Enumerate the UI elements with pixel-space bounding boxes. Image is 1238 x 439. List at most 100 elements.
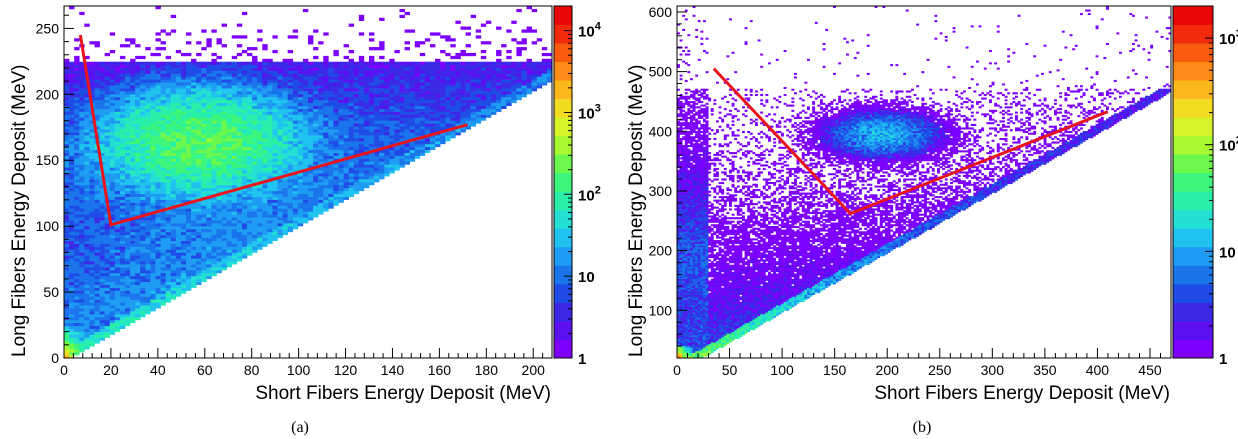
heatmap-cell xyxy=(89,214,95,218)
heatmap-cell xyxy=(302,117,309,121)
heatmap-cell xyxy=(394,140,400,145)
heatmap-cell xyxy=(206,208,212,212)
heatmap-cell xyxy=(165,120,172,124)
heatmap-cell xyxy=(257,208,263,212)
heatmap-cell xyxy=(175,267,182,271)
heatmap-cell xyxy=(272,234,278,239)
heatmap-cell xyxy=(170,296,177,300)
heatmap-cell xyxy=(155,205,161,209)
heatmap-cell xyxy=(74,182,80,186)
heatmap-cell xyxy=(389,70,395,74)
heatmap-cell xyxy=(150,252,156,256)
heatmap-cell xyxy=(114,264,121,268)
heatmap-cell xyxy=(84,270,90,274)
heatmap-cell xyxy=(94,211,100,215)
heatmap-cell xyxy=(104,334,111,338)
heatmap-cell xyxy=(84,199,90,203)
heatmap-cell xyxy=(145,228,151,233)
heatmap-cell xyxy=(226,196,233,200)
heatmap-cell xyxy=(155,143,161,148)
heatmap-cell xyxy=(211,70,217,74)
heatmap-cell xyxy=(79,334,85,338)
heatmap-cell xyxy=(170,96,177,101)
heatmap-cell xyxy=(119,158,126,162)
heatmap-cell xyxy=(394,76,400,80)
heatmap-cell xyxy=(79,346,85,350)
heatmap-cell xyxy=(308,61,314,65)
heatmap-cell xyxy=(109,255,116,259)
heatmap-cell xyxy=(186,67,192,71)
heatmap-cell xyxy=(399,85,405,89)
heatmap-cell xyxy=(140,67,146,71)
heatmap-cell xyxy=(323,126,329,130)
heatmap-cell xyxy=(155,123,161,127)
heatmap-cell xyxy=(201,264,207,268)
heatmap-cell xyxy=(186,135,192,139)
heatmap-cell xyxy=(74,261,80,265)
heatmap-cell xyxy=(69,314,75,318)
heatmap-cell xyxy=(175,220,182,224)
heatmap-cell xyxy=(404,61,410,65)
heatmap-cell xyxy=(165,272,172,277)
heatmap-cell xyxy=(287,140,294,145)
heatmap-cell xyxy=(409,96,416,101)
heatmap-cell xyxy=(84,23,90,27)
heatmap-cell xyxy=(84,343,90,347)
heatmap-cell xyxy=(191,202,197,206)
heatmap-cell xyxy=(155,135,161,139)
heatmap-cell xyxy=(287,114,294,118)
heatmap-cell xyxy=(257,117,263,121)
heatmap-cell xyxy=(135,111,141,115)
heatmap-cell xyxy=(160,270,166,274)
heatmap-cell xyxy=(175,217,182,221)
heatmap-cell xyxy=(99,143,105,148)
heatmap-cell xyxy=(282,182,288,186)
heatmap-cell xyxy=(241,152,248,156)
heatmap-cell xyxy=(206,275,212,280)
heatmap-cell xyxy=(374,158,380,162)
heatmap-cell xyxy=(119,249,126,253)
heatmap-cell xyxy=(353,102,360,107)
heatmap-cell xyxy=(89,73,95,77)
heatmap-cell xyxy=(348,164,355,168)
heatmap-cell xyxy=(165,182,172,186)
heatmap-cell xyxy=(130,126,136,130)
heatmap-cell xyxy=(140,196,146,200)
heatmap-cell xyxy=(318,123,324,127)
heatmap-cell xyxy=(257,196,263,200)
heatmap-cell xyxy=(135,308,141,312)
heatmap-cell xyxy=(150,275,156,280)
heatmap-cell xyxy=(308,190,314,195)
heatmap-cell xyxy=(348,143,355,148)
heatmap-cell xyxy=(155,302,161,306)
heatmap-cell xyxy=(358,114,365,118)
heatmap-cell xyxy=(109,91,116,95)
heatmap-cell xyxy=(150,73,156,77)
heatmap-cell xyxy=(89,322,95,327)
heatmap-cell xyxy=(89,255,95,259)
heatmap-cell xyxy=(130,261,136,265)
heatmap-cell xyxy=(241,50,248,54)
heatmap-cell xyxy=(384,158,390,162)
heatmap-cell xyxy=(104,108,111,112)
heatmap-cell xyxy=(69,135,75,139)
heatmap-cell xyxy=(196,140,202,145)
heatmap-cell xyxy=(409,132,416,136)
heatmap-cell xyxy=(170,170,177,174)
heatmap-cell xyxy=(135,82,141,86)
heatmap-cell xyxy=(155,264,161,268)
heatmap-cell xyxy=(150,302,156,306)
heatmap-cell xyxy=(74,167,80,171)
heatmap-cell xyxy=(323,205,329,209)
heatmap-cell xyxy=(175,88,182,92)
heatmap-cell xyxy=(94,164,100,168)
heatmap-cell xyxy=(363,76,370,80)
heatmap-cell xyxy=(252,164,258,168)
heatmap-cell xyxy=(206,255,212,259)
heatmap-cell xyxy=(175,155,182,159)
heatmap-cell xyxy=(170,114,177,118)
heatmap-cell xyxy=(94,240,100,244)
heatmap-cell xyxy=(252,96,258,101)
heatmap-cell xyxy=(140,267,146,271)
heatmap-cell xyxy=(292,226,299,230)
